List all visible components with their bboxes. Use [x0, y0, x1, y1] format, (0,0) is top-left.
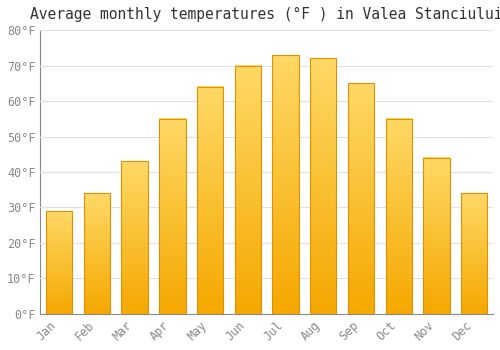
Bar	[159, 119, 186, 314]
Title: Average monthly temperatures (°F ) in Valea Stanciului: Average monthly temperatures (°F ) in Va…	[30, 7, 500, 22]
Bar	[272, 55, 299, 314]
Bar	[122, 161, 148, 314]
Bar	[348, 83, 374, 314]
Bar	[46, 211, 72, 314]
Bar	[386, 119, 412, 314]
Bar	[310, 58, 336, 314]
Bar	[461, 193, 487, 314]
Bar	[197, 87, 224, 314]
Bar	[234, 65, 261, 314]
Bar	[424, 158, 450, 314]
Bar	[84, 193, 110, 314]
